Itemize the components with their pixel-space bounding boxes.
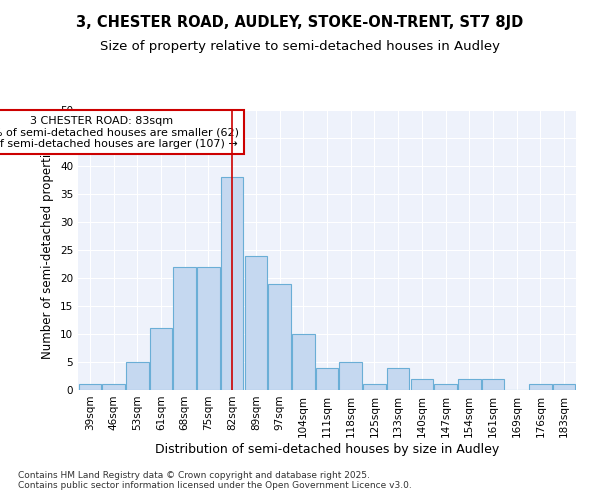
Bar	[458, 379, 481, 390]
Bar	[387, 368, 409, 390]
Text: 3, CHESTER ROAD, AUDLEY, STOKE-ON-TRENT, ST7 8JD: 3, CHESTER ROAD, AUDLEY, STOKE-ON-TRENT,…	[76, 15, 524, 30]
Bar	[292, 334, 314, 390]
Bar	[316, 368, 338, 390]
Bar	[529, 384, 551, 390]
Bar	[79, 384, 101, 390]
Bar	[434, 384, 457, 390]
Bar	[245, 256, 267, 390]
Bar	[482, 379, 504, 390]
Bar	[126, 362, 149, 390]
Bar	[221, 177, 244, 390]
Bar	[197, 267, 220, 390]
Bar	[103, 384, 125, 390]
Bar	[150, 328, 172, 390]
Bar	[340, 362, 362, 390]
Bar	[173, 267, 196, 390]
Bar	[553, 384, 575, 390]
Bar	[268, 284, 291, 390]
Text: Contains HM Land Registry data © Crown copyright and database right 2025.
Contai: Contains HM Land Registry data © Crown c…	[18, 470, 412, 490]
Bar	[363, 384, 386, 390]
Y-axis label: Number of semi-detached properties: Number of semi-detached properties	[41, 140, 55, 360]
X-axis label: Distribution of semi-detached houses by size in Audley: Distribution of semi-detached houses by …	[155, 442, 499, 456]
Text: Size of property relative to semi-detached houses in Audley: Size of property relative to semi-detach…	[100, 40, 500, 53]
Bar	[410, 379, 433, 390]
Text: 3 CHESTER ROAD: 83sqm
← 36% of semi-detached houses are smaller (62)
61% of semi: 3 CHESTER ROAD: 83sqm ← 36% of semi-deta…	[0, 116, 239, 149]
